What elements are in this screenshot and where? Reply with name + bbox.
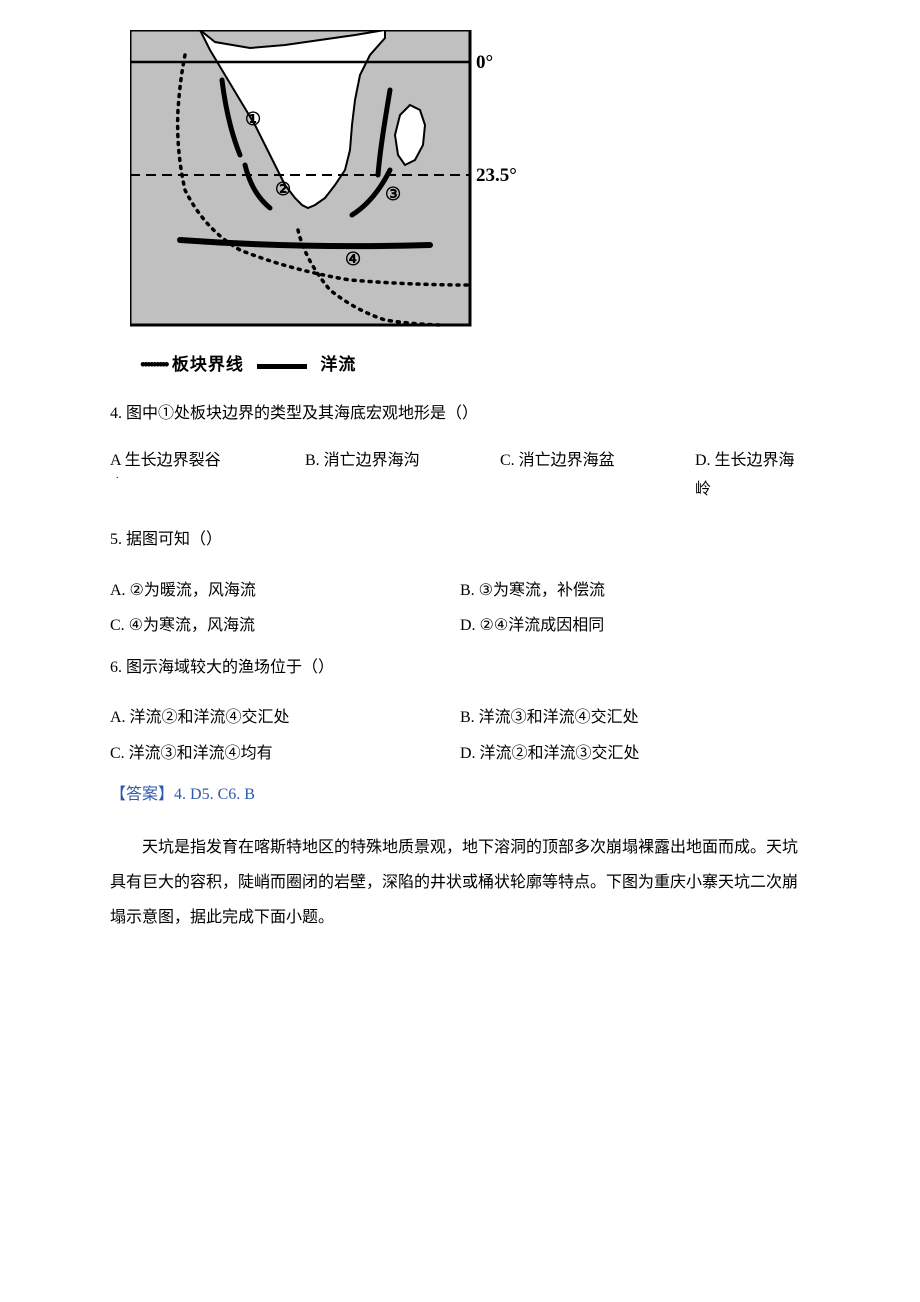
q4-option-d: D. 生长边界海岭 (695, 447, 810, 505)
q6-option-c: C. 洋流③和洋流④均有 (110, 736, 460, 771)
q5-stem: 5. 据图可知（） (110, 526, 810, 555)
q5-option-a: A. ②为暖流，风海流 (110, 573, 460, 608)
q5-option-c: C. ④为寒流，风海流 (110, 608, 460, 643)
q6-option-b: B. 洋流③和洋流④交汇处 (460, 700, 810, 735)
legend-line-icon (257, 364, 307, 369)
q4-a-dot: . (116, 467, 119, 485)
q4-option-a: A 生长边界裂谷 (110, 452, 221, 469)
q6-stem: 6. 图示海域较大的渔场位于（） (110, 654, 810, 683)
q6-options: A. 洋流②和洋流④交汇处 B. 洋流③和洋流④交汇处 C. 洋流③和洋流④均有… (110, 700, 810, 770)
q4-options: A 生长边界裂谷 . B. 消亡边界海沟 C. 消亡边界海盆 D. 生长边界海岭 (110, 447, 810, 505)
lat-23-5-label: 23.5° (476, 165, 517, 186)
legend-boundary-label: 板块界线 (172, 355, 244, 374)
label-3: ③ (385, 184, 401, 204)
q5-option-b: B. ③为寒流，补偿流 (460, 573, 810, 608)
q5-options: A. ②为暖流，风海流 B. ③为寒流，补偿流 C. ④为寒流，风海流 D. ②… (110, 573, 810, 643)
map-legend: ••••••••• 板块界线 洋流 (140, 350, 810, 375)
q4-option-c: C. 消亡边界海盆 (500, 447, 695, 505)
q5-option-d: D. ②④洋流成因相同 (460, 608, 810, 643)
q4-stem: 4. 图中①处板块边界的类型及其海底宏观地形是（） (110, 400, 810, 429)
passage-text: 天坑是指发育在喀斯特地区的特殊地质景观，地下溶洞的顶部多次崩塌裸露出地面而成。天… (110, 830, 810, 936)
lat-0-label: 0° (476, 52, 493, 73)
q6-option-d: D. 洋流②和洋流③交汇处 (460, 736, 810, 771)
legend-current-label: 洋流 (320, 355, 356, 374)
label-2: ② (275, 179, 291, 199)
answer-line: 【答案】4. D5. C6. B (110, 781, 810, 810)
map-svg: 0° 23.5° ① ② ③ ④ (130, 30, 522, 330)
label-4: ④ (345, 249, 361, 269)
label-1: ① (245, 109, 261, 129)
q6-option-a: A. 洋流②和洋流④交汇处 (110, 700, 460, 735)
q4-option-b: B. 消亡边界海沟 (305, 447, 500, 505)
legend-dots-icon: ••••••••• (140, 355, 167, 374)
map-figure: 0° 23.5° ① ② ③ ④ (130, 30, 810, 335)
answer-label: 【答案】 (110, 786, 174, 803)
answer-text: 4. D5. C6. B (174, 786, 255, 803)
